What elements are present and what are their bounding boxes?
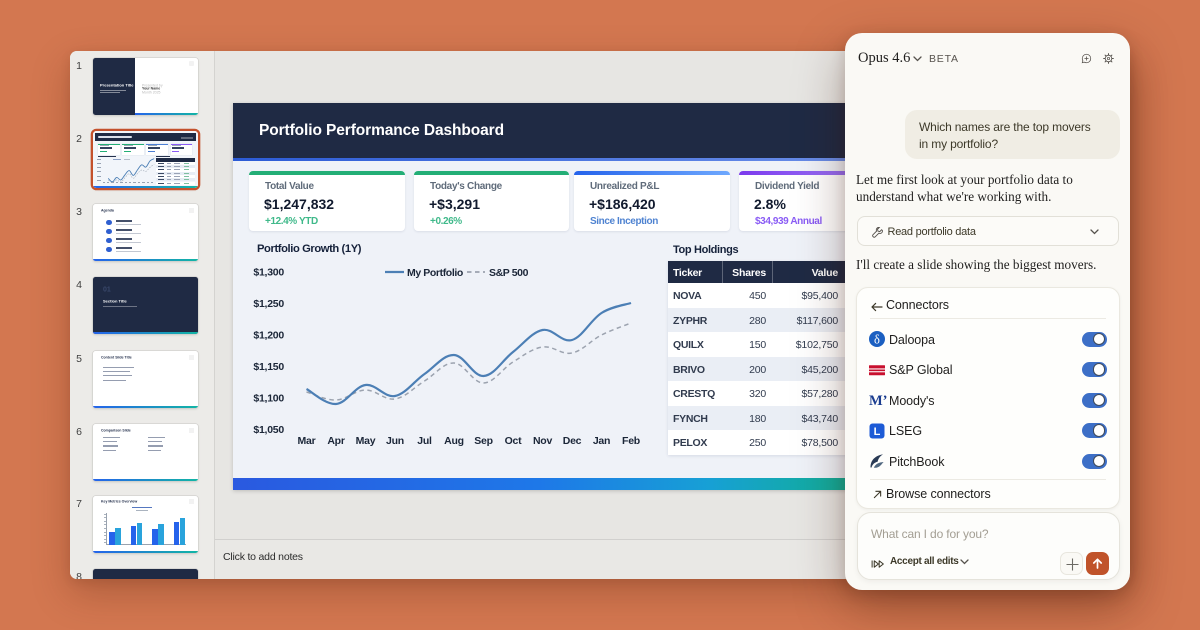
svg-text:Jun: Jun [386, 435, 404, 447]
svg-text:S&P 500: S&P 500 [489, 267, 529, 279]
svg-text:$1,300: $1,300 [253, 267, 284, 279]
svg-text:$1,200: $1,200 [253, 330, 284, 342]
svg-text:Jul: Jul [417, 435, 432, 447]
svg-text:$1,050: $1,050 [253, 424, 284, 436]
svg-text:Aug: Aug [444, 435, 464, 447]
svg-text:Mar: Mar [298, 435, 316, 447]
svg-text:Dec: Dec [563, 435, 582, 447]
svg-text:δ: δ [874, 332, 880, 346]
svg-text:May: May [356, 435, 376, 447]
svg-text:L: L [874, 426, 881, 438]
svg-text:M’: M’ [869, 393, 887, 408]
svg-text:$1,100: $1,100 [253, 393, 284, 405]
svg-text:$1,250: $1,250 [253, 298, 284, 310]
svg-text:Jan: Jan [593, 435, 610, 447]
svg-text:My Portfolio: My Portfolio [407, 267, 463, 279]
svg-text:Sep: Sep [474, 435, 493, 447]
svg-text:Apr: Apr [327, 435, 344, 447]
svg-text:Oct: Oct [505, 435, 523, 447]
svg-text:Nov: Nov [533, 435, 552, 447]
svg-text:$1,150: $1,150 [253, 361, 284, 373]
svg-text:Feb: Feb [622, 435, 640, 447]
